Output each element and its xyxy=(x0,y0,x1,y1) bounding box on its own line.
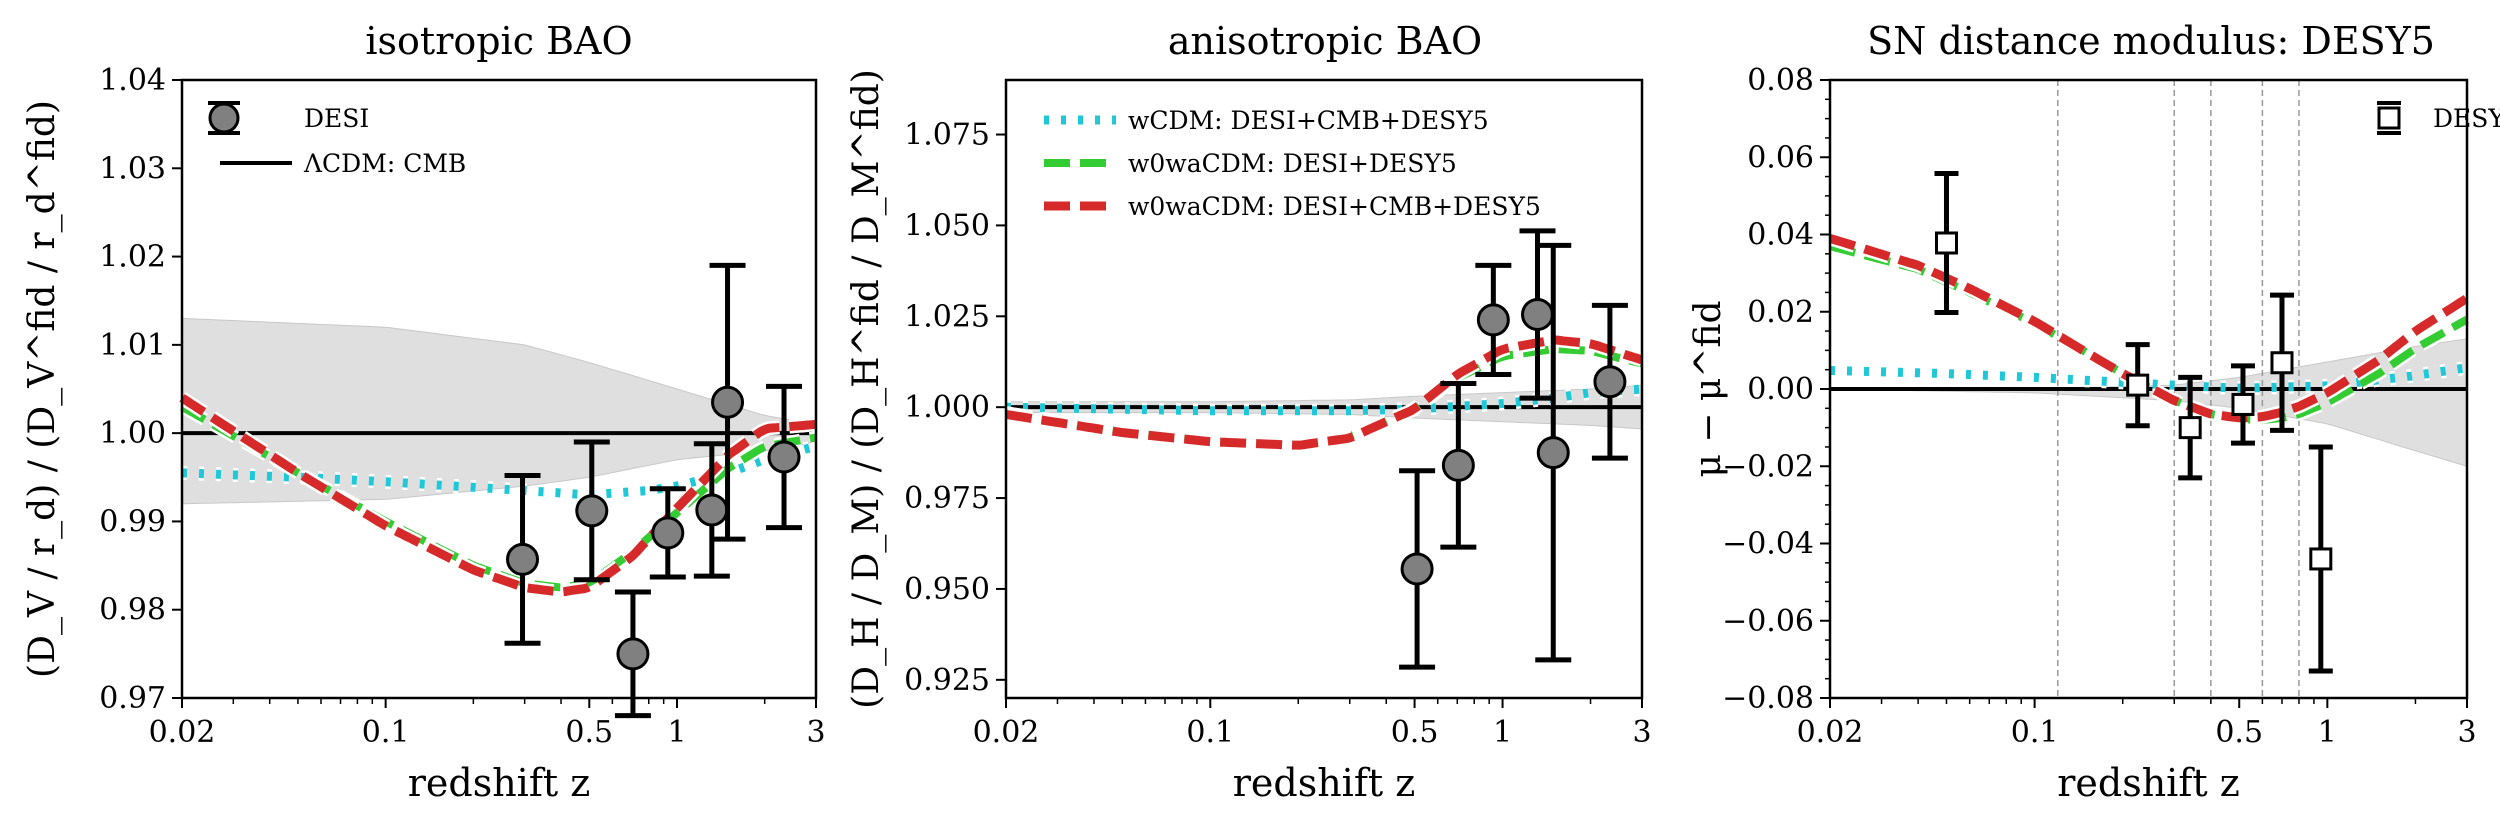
y-tick-label: 1.050 xyxy=(904,208,990,243)
data-point xyxy=(651,516,685,550)
x-tick-label: 0.5 xyxy=(1391,715,1439,750)
y-tick-label: 1.00 xyxy=(99,416,166,451)
y-tick-label: −0.08 xyxy=(1722,681,1814,716)
data-point xyxy=(2231,392,2255,416)
y-tick-label: −0.06 xyxy=(1722,604,1814,639)
x-axis-label: redshift z xyxy=(1233,761,1416,805)
x-tick-label: 0.02 xyxy=(1797,715,1864,750)
legend-marker-desy5 xyxy=(2377,106,2401,130)
x-tick-label: 1 xyxy=(2318,715,2337,750)
x-axis-label: redshift z xyxy=(2057,761,2240,805)
data-point xyxy=(1400,552,1434,586)
x-tick-label: 0.1 xyxy=(1186,715,1234,750)
y-tick-label: 0.02 xyxy=(1747,295,1814,330)
y-tick-label: 1.04 xyxy=(99,63,166,98)
y-tick-label: 1.01 xyxy=(99,328,166,363)
data-point xyxy=(2178,416,2202,440)
panel-sn-distance-modulus: SN distance modulus: DESY5 −0.08 −0.06 −0.… xyxy=(1688,19,2500,805)
y-tick-label: 1.02 xyxy=(99,240,166,275)
legend-label: DESI xyxy=(304,104,369,133)
panel-title: isotropic BAO xyxy=(365,19,632,63)
data-point xyxy=(506,542,540,576)
data-point xyxy=(1934,231,1958,255)
y-tick-label: 0.97 xyxy=(99,681,166,716)
axes-frame xyxy=(180,78,818,700)
y-tick-label: 0.06 xyxy=(1747,140,1814,175)
data-point xyxy=(711,385,745,419)
data-point xyxy=(1476,303,1510,337)
y-tick-label: 1.025 xyxy=(904,299,990,334)
y-axis-label: (D_V / r_d) / (D_V^fid / r_d^fid) xyxy=(22,100,63,678)
panel-anisotropic-bao: anisotropic BAO 0.925 0.950 0.975 1.000 1.02… xyxy=(846,19,1652,805)
x-tick-label: 1 xyxy=(667,715,686,750)
y-tick-label: 0.98 xyxy=(99,593,166,628)
x-tick-label: 0.02 xyxy=(973,715,1040,750)
y-tick-label: 1.075 xyxy=(904,118,990,153)
legend-label: wCDM: DESI+CMB+DESY5 xyxy=(1128,106,1489,135)
y-tick-label: 0.975 xyxy=(904,481,990,516)
data-point xyxy=(1593,365,1627,399)
panel-title: anisotropic BAO xyxy=(1168,19,1482,63)
data-point xyxy=(616,637,650,671)
data-point xyxy=(1441,448,1475,482)
data-point xyxy=(1521,297,1555,331)
y-tick-label: −0.04 xyxy=(1722,527,1814,562)
axes-frame xyxy=(1004,78,1644,700)
x-tick-label: 3 xyxy=(806,715,825,750)
x-axis-label: redshift z xyxy=(408,761,591,805)
legend-label: w0waCDM: DESI+CMB+DESY5 xyxy=(1128,192,1541,221)
y-tick-label: 1.000 xyxy=(904,390,990,425)
y-tick-label: 0.950 xyxy=(904,572,990,607)
y-tick-label: 0.99 xyxy=(99,504,166,539)
data-point xyxy=(2309,547,2333,571)
y-tick-label: 0.04 xyxy=(1747,218,1814,253)
x-tick-label: 3 xyxy=(1632,715,1651,750)
data-point xyxy=(2126,373,2150,397)
series-line xyxy=(1828,234,2470,423)
data-point xyxy=(1536,436,1570,470)
data-point xyxy=(2270,351,2294,375)
data-point xyxy=(695,493,729,527)
legend-marker-desi xyxy=(208,102,240,134)
legend-label: DESY5 xyxy=(2433,104,2500,133)
data-point xyxy=(767,440,801,474)
legend-label: ΛCDM: CMB xyxy=(303,149,466,178)
panel-isotropic-bao: isotropic BAO 0.97 0.98 0.99 1.00 1.01 1.02 1.… xyxy=(22,19,826,805)
y-tick-label: 0.00 xyxy=(1747,372,1814,407)
panel-title: SN distance modulus: DESY5 xyxy=(1867,19,2435,63)
legend-label: w0waCDM: DESI+DESY5 xyxy=(1128,149,1457,178)
y-tick-label: −0.02 xyxy=(1722,449,1814,484)
x-tick-label: 0.5 xyxy=(2215,715,2263,750)
x-tick-label: 0.1 xyxy=(362,715,410,750)
y-tick-label: 0.925 xyxy=(904,663,990,698)
x-tick-label: 3 xyxy=(2457,715,2476,750)
x-tick-label: 0.1 xyxy=(2011,715,2059,750)
y-axis-label: μ − μ^fid xyxy=(1688,300,1729,477)
y-tick-label: 0.08 xyxy=(1747,63,1814,98)
x-tick-label: 0.5 xyxy=(565,715,613,750)
y-tick-label: 1.03 xyxy=(99,151,166,186)
data-point xyxy=(575,494,609,528)
y-axis-label: (D_H / D_M) / (D_H^fid / D_M^fid) xyxy=(846,69,887,709)
x-tick-label: 1 xyxy=(1493,715,1512,750)
x-tick-label: 0.02 xyxy=(149,715,216,750)
